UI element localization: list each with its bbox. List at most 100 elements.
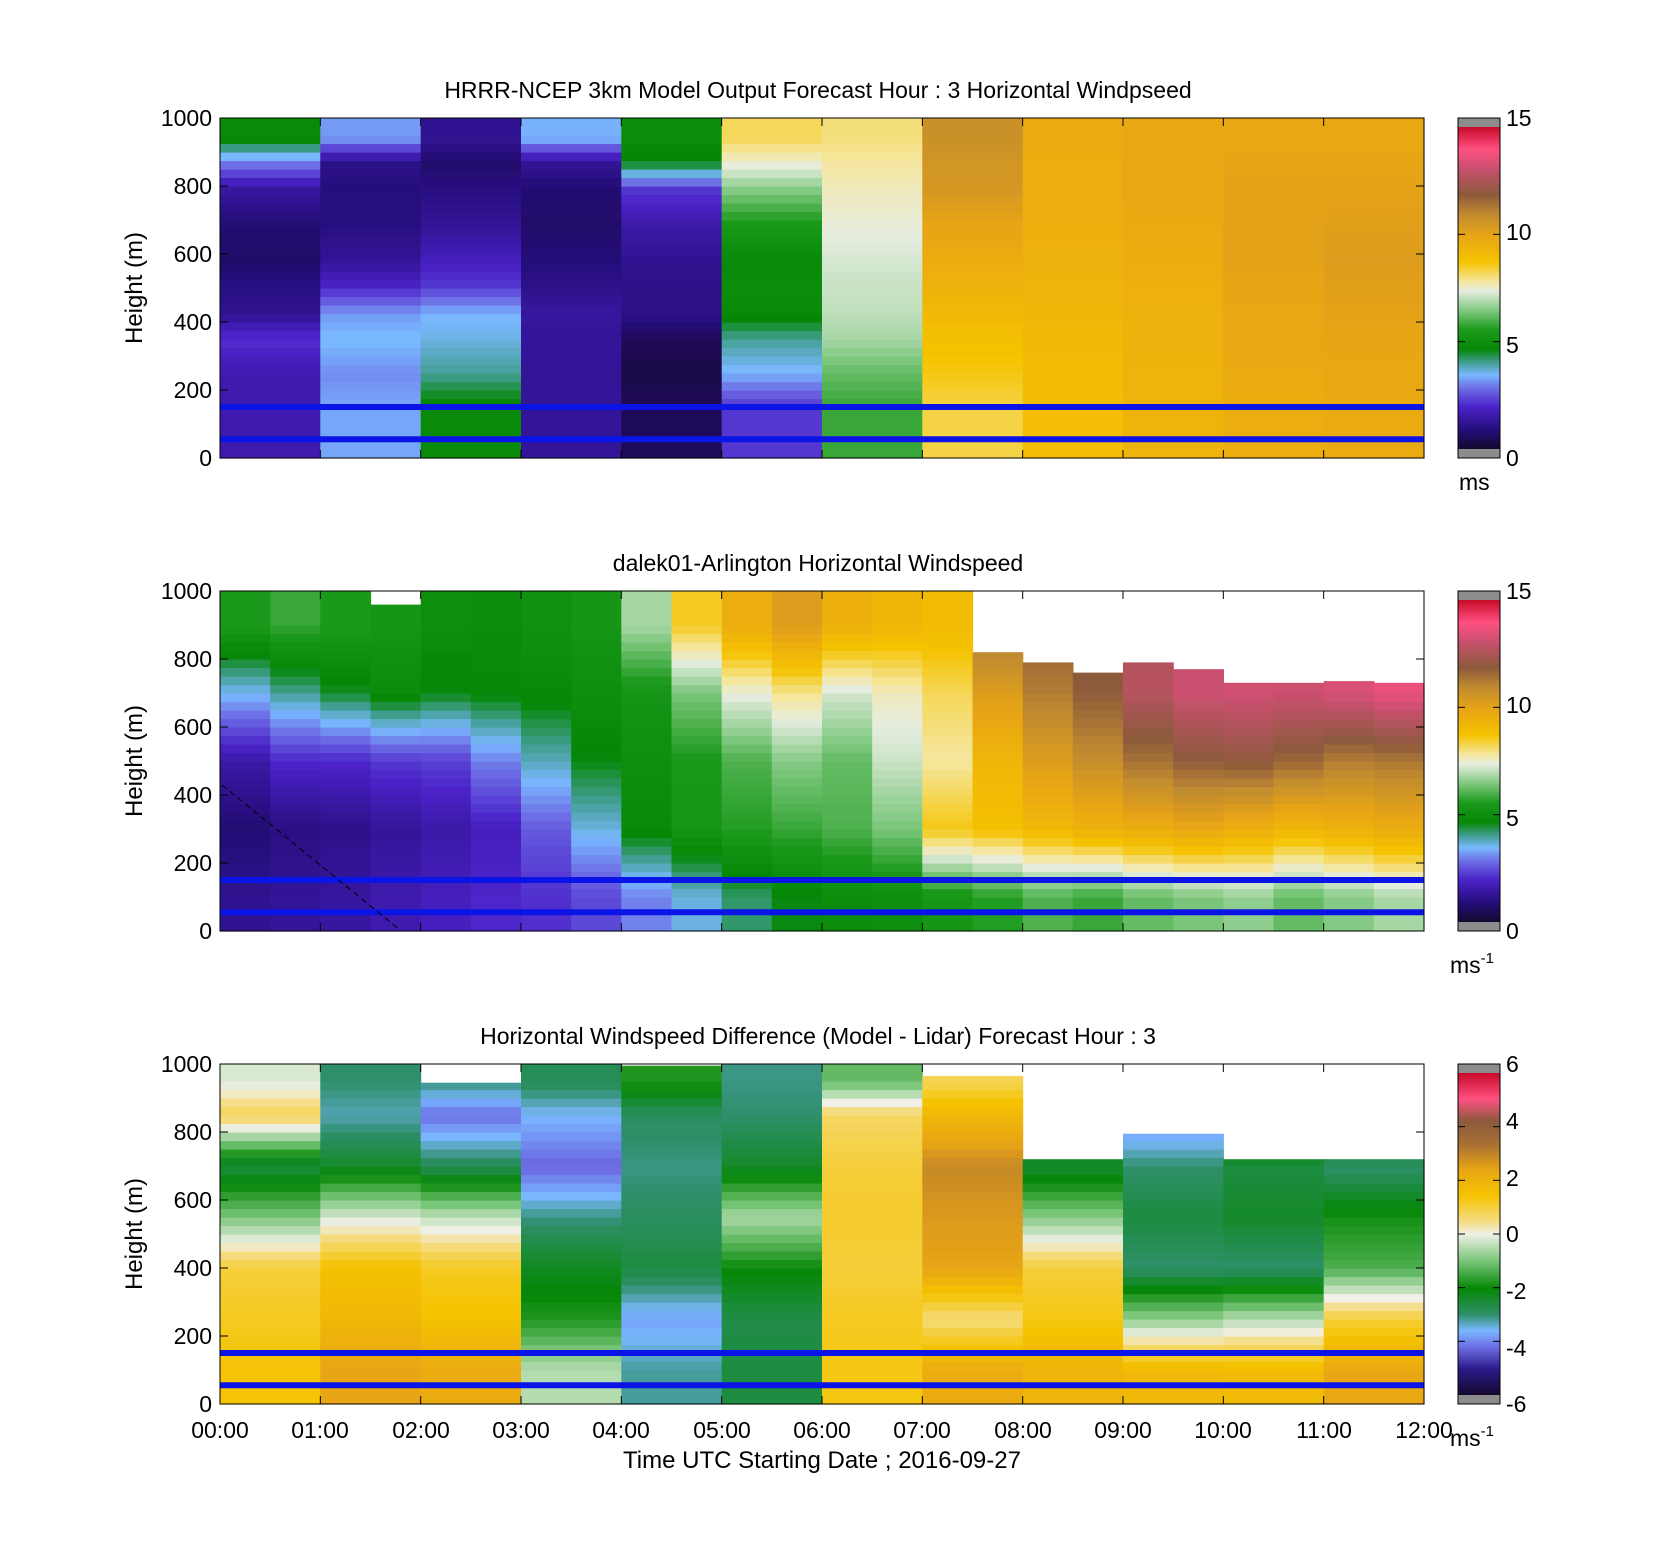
heatmap-cell [922, 347, 1024, 357]
heatmap-cell [721, 1191, 823, 1201]
heatmap-cell [1323, 1268, 1425, 1278]
heatmap-cell [671, 863, 723, 873]
heatmap-cell [1022, 710, 1074, 720]
heatmap-cell [922, 449, 1024, 459]
heatmap-cell [420, 803, 472, 813]
heatmap-cell [822, 126, 923, 136]
heatmap-cell [822, 424, 923, 434]
heatmap-cell [571, 854, 622, 864]
heatmap-cell [1123, 1217, 1224, 1227]
heatmap-cell [320, 701, 372, 711]
heatmap-cell [621, 854, 673, 864]
heatmap-cell [922, 1327, 1024, 1337]
axis-ticks [219, 590, 1425, 932]
heatmap-cell [370, 829, 422, 839]
heatmap-cell [621, 642, 673, 652]
heatmap-cell [1323, 305, 1425, 315]
heatmap-cell [571, 769, 622, 779]
heatmap-cell [621, 1157, 723, 1167]
heatmap-cell [1223, 296, 1325, 306]
heatmap-cell [320, 449, 422, 459]
heatmap-cell [1123, 1149, 1224, 1159]
heatmap-cell [721, 1251, 823, 1261]
heatmap-cell [721, 642, 773, 652]
heatmap-cell [1273, 897, 1325, 907]
heatmap-cell [320, 1302, 422, 1312]
heatmap-cell [220, 812, 271, 822]
heatmap-cell [822, 684, 873, 694]
heatmap-cell [922, 684, 974, 694]
heatmap-cell [1123, 1166, 1224, 1176]
x-axis-label: Time UTC Starting Date ; 2016-09-27 [623, 1447, 1021, 1474]
heatmap-cell [270, 786, 321, 796]
heatmap-cell [1123, 1140, 1224, 1150]
heatmap-cell [822, 642, 873, 652]
heatmap-cell [922, 761, 974, 771]
heatmap-cell [1223, 735, 1275, 745]
heatmap-cell [922, 863, 974, 873]
heatmap-cell [822, 854, 873, 864]
heatmap-cell [1323, 211, 1425, 221]
heatmap-cell [220, 1200, 321, 1210]
heatmap-cell [771, 795, 823, 805]
heatmap-cell [721, 786, 773, 796]
heatmap-cell [521, 271, 622, 281]
heatmap-cell [721, 1276, 823, 1286]
heatmap-cell [822, 415, 923, 425]
heatmap-cell [521, 1361, 622, 1371]
heatmap-cell [1273, 701, 1325, 711]
heatmap-cell [972, 761, 1024, 771]
heatmap-cell [370, 846, 422, 856]
heatmap-cell [621, 1183, 723, 1193]
heatmap-cell [1323, 752, 1375, 762]
heatmap-cell [922, 373, 1024, 383]
heatmap-cell [1373, 769, 1425, 779]
heatmap-cell [270, 591, 321, 601]
heatmap-cell [320, 1174, 422, 1184]
heatmap-cell [420, 1123, 522, 1133]
heatmap-cell [822, 1268, 923, 1278]
heatmap-cell [922, 356, 1024, 366]
heatmap-cell [1223, 356, 1325, 366]
heatmap-cell [521, 1115, 622, 1125]
heatmap-cell [521, 1293, 622, 1303]
heatmap-cell [922, 364, 1024, 374]
heatmap-cell [972, 880, 1024, 890]
heatmap-cell [320, 591, 372, 601]
heatmap-cell [872, 922, 923, 932]
heatmap-cell [220, 1149, 321, 1159]
heatmap-cell [420, 1259, 522, 1269]
heatmap-cell [1072, 672, 1124, 677]
heatmap-cell [671, 684, 723, 694]
heatmap-cell [320, 616, 372, 626]
heatmap-cell [1022, 1395, 1124, 1405]
heatmap-cell [270, 837, 321, 847]
heatmap-cell [822, 1336, 923, 1346]
heatmap-cell [571, 778, 622, 788]
heatmap-cell [822, 591, 873, 601]
heatmap-cell [420, 211, 522, 221]
heatmap-cell [1373, 795, 1425, 805]
heatmap-cell [370, 693, 422, 703]
heatmap-cell [521, 279, 622, 289]
heatmap-cell [220, 650, 271, 660]
heatmap-cell [320, 415, 422, 425]
heatmap-cell [822, 254, 923, 264]
heatmap-cell [972, 837, 1024, 847]
heatmap-cell [1223, 449, 1325, 459]
heatmap-cell [1273, 786, 1325, 796]
heatmap-cell [721, 1174, 823, 1184]
heatmap-cell [521, 710, 572, 720]
heatmap-cell [1072, 812, 1124, 822]
heatmap-cell [1323, 390, 1425, 400]
heatmap-cell [420, 897, 472, 907]
heatmap-cell [420, 684, 472, 694]
heatmap-cell [420, 608, 472, 618]
heatmap-cell [420, 718, 472, 728]
heatmap-cell [621, 1242, 723, 1252]
heatmap-cell [320, 718, 372, 728]
heatmap-cell [521, 339, 622, 349]
heatmap-cell [220, 211, 321, 221]
heatmap-cell [1072, 786, 1124, 796]
heatmap-cell [822, 288, 923, 298]
